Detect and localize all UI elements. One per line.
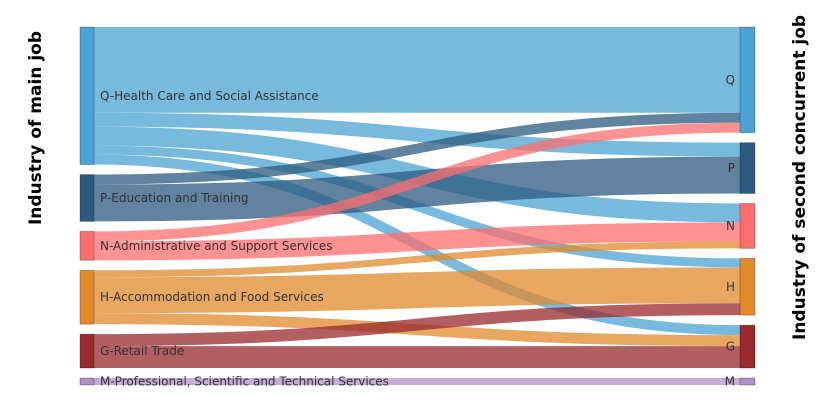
- left-axis-title: Industry of main job: [26, 30, 46, 226]
- target-node-Q[interactable]: [739, 26, 756, 134]
- source-node-P[interactable]: [79, 174, 95, 222]
- target-label-H: H: [726, 280, 735, 294]
- target-label-M: M: [725, 375, 735, 389]
- link-H-to-H[interactable]: [93, 267, 741, 314]
- source-node-G[interactable]: [79, 333, 95, 369]
- source-label-P: P-Education and Training: [100, 191, 249, 205]
- target-node-H[interactable]: [739, 257, 756, 316]
- source-node-H[interactable]: [79, 269, 95, 325]
- target-node-M[interactable]: [739, 377, 756, 386]
- source-label-H: H-Accommodation and Food Services: [100, 290, 324, 304]
- source-label-G: G-Retail Trade: [100, 344, 184, 358]
- target-node-N[interactable]: [739, 202, 756, 249]
- link-N-to-N[interactable]: [93, 222, 741, 261]
- target-label-P: P: [728, 161, 735, 175]
- link-Q-to-P[interactable]: [93, 112, 741, 157]
- target-label-G: G: [726, 340, 735, 354]
- source-node-N[interactable]: [79, 230, 95, 261]
- target-label-Q: Q: [726, 73, 735, 87]
- link-P-to-P[interactable]: [93, 156, 741, 222]
- link-N-to-Q[interactable]: [93, 122, 741, 242]
- links: [93, 26, 741, 385]
- source-node-Q[interactable]: [79, 26, 95, 166]
- source-node-M[interactable]: [79, 377, 95, 386]
- source-label-Q: Q-Health Care and Social Assistance: [100, 89, 319, 103]
- target-node-P[interactable]: [739, 142, 756, 194]
- target-node-G[interactable]: [739, 324, 756, 369]
- source-label-M: M-Professional, Scientific and Technical…: [100, 375, 389, 389]
- source-label-N: N-Administrative and Support Services: [100, 239, 332, 253]
- right-axis-title: Industry of second concurrent job: [790, 14, 810, 340]
- link-H-to-N[interactable]: [93, 241, 741, 278]
- link-P-to-Q[interactable]: [93, 112, 741, 185]
- link-G-to-H[interactable]: [93, 303, 741, 347]
- target-label-N: N: [726, 219, 735, 233]
